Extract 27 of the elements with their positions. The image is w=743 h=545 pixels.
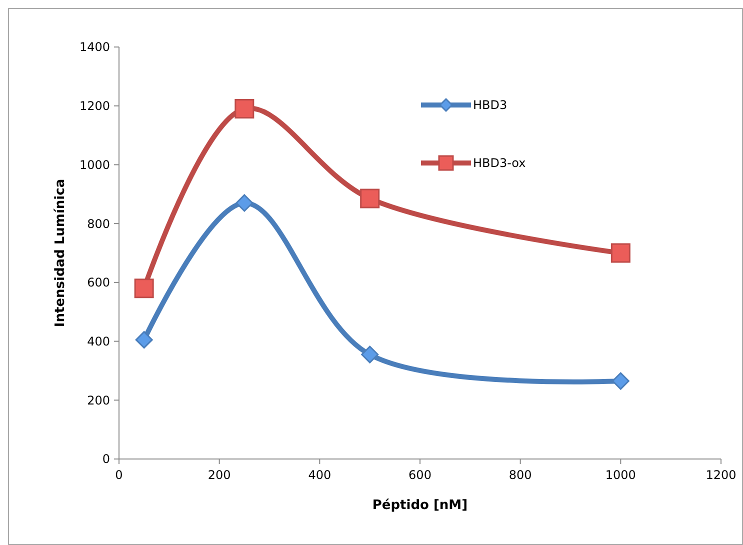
point [610,243,630,263]
x-tick-label: 800 [508,468,532,482]
point [135,331,153,349]
y-tick-label: 0 [102,452,110,466]
legend-label: HBD3 [473,98,508,112]
y-tick-label: 800 [87,216,110,231]
y-tick-label: 1000 [79,158,110,172]
legend-label: HBD3-ox [473,156,526,170]
x-tick-label: 1200 [706,468,736,482]
y-tick-label: 400 [87,334,110,348]
x-tick-label: 1000 [605,468,636,482]
x-axis-title: Péptido [nM] [372,498,468,513]
y-tick-label: 200 [87,393,110,408]
point [360,188,380,208]
y-tick-label: 600 [87,276,110,290]
point [361,346,379,364]
x-tick-label: 200 [208,468,231,482]
point [236,194,254,212]
point [234,99,254,119]
point [134,278,154,298]
x-tick-label: 0 [115,468,123,482]
y-tick-label: 1200 [79,99,110,114]
y-tick-label: 1400 [79,40,110,54]
point [612,372,630,390]
y-axis-title: Intensidad Lumínica [53,178,68,328]
x-tick-label: 400 [308,468,332,482]
x-tick-label: 600 [408,468,432,482]
